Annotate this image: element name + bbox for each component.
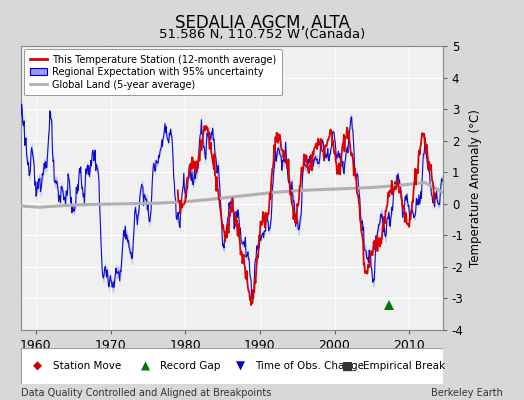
Text: Time of Obs. Change: Time of Obs. Change <box>255 361 364 371</box>
Y-axis label: Temperature Anomaly (°C): Temperature Anomaly (°C) <box>469 109 482 267</box>
FancyBboxPatch shape <box>21 348 443 384</box>
Text: ◆: ◆ <box>34 360 42 372</box>
Legend: This Temperature Station (12-month average), Regional Expectation with 95% uncer: This Temperature Station (12-month avera… <box>24 49 282 96</box>
Text: ■: ■ <box>342 360 353 372</box>
Text: Record Gap: Record Gap <box>160 361 221 371</box>
Text: Station Move: Station Move <box>52 361 121 371</box>
Text: Data Quality Controlled and Aligned at Breakpoints: Data Quality Controlled and Aligned at B… <box>21 388 271 398</box>
Text: ▼: ▼ <box>236 360 245 372</box>
Text: Berkeley Earth: Berkeley Earth <box>431 388 503 398</box>
Text: Empirical Break: Empirical Break <box>363 361 445 371</box>
Text: 51.586 N, 110.752 W (Canada): 51.586 N, 110.752 W (Canada) <box>159 28 365 41</box>
Text: ▲: ▲ <box>141 360 150 372</box>
Text: SEDALIA AGCM, ALTA: SEDALIA AGCM, ALTA <box>174 14 350 32</box>
